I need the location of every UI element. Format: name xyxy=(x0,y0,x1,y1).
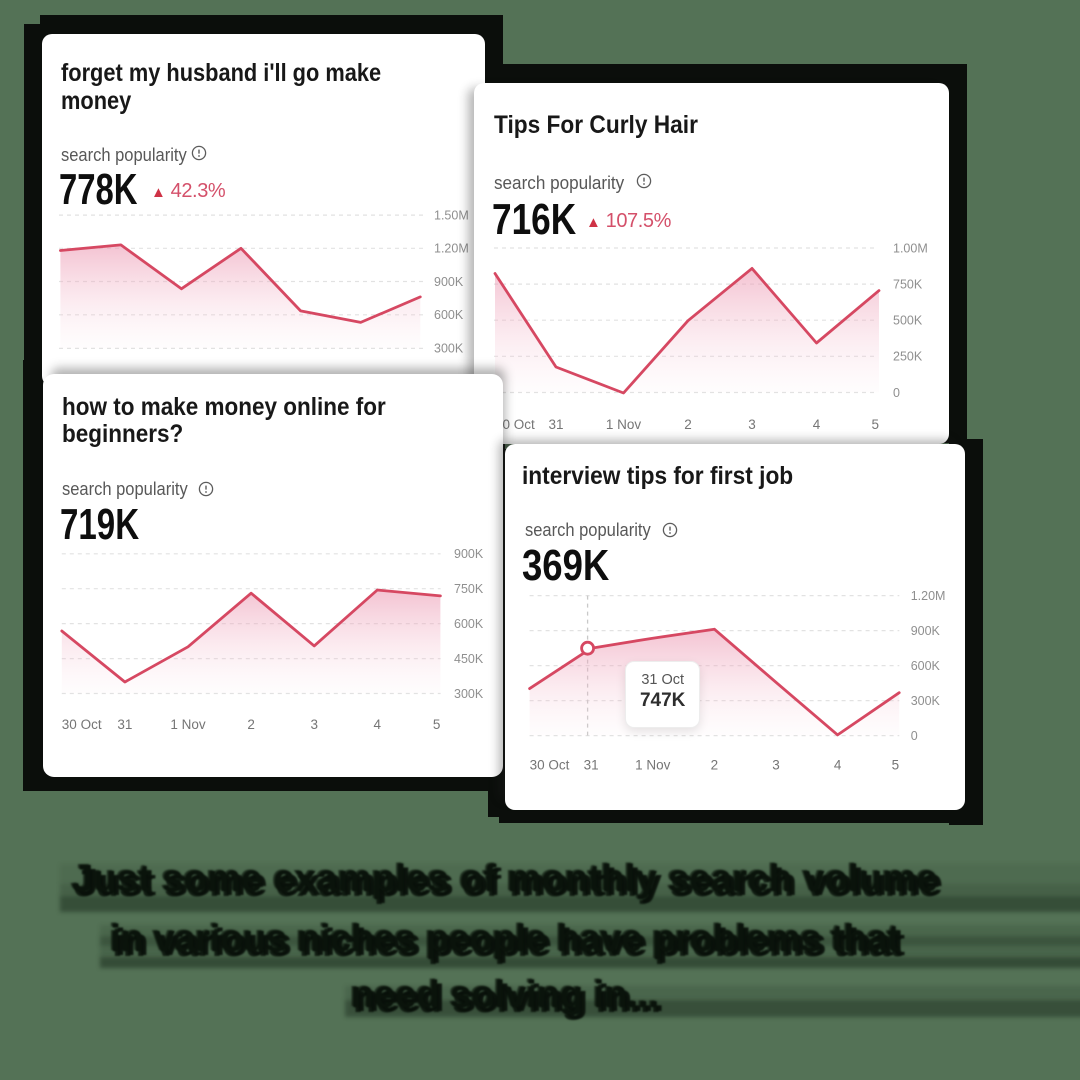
svg-text:250K: 250K xyxy=(893,350,923,364)
svg-text:0: 0 xyxy=(910,729,917,743)
svg-text:300K: 300K xyxy=(434,341,464,355)
svg-text:1.00M: 1.00M xyxy=(893,241,928,255)
svg-text:31: 31 xyxy=(583,758,598,773)
svg-text:1.50M: 1.50M xyxy=(434,208,469,222)
svg-text:1 Nov: 1 Nov xyxy=(635,758,671,773)
svg-text:3: 3 xyxy=(772,758,780,773)
svg-text:0: 0 xyxy=(893,386,900,400)
svg-text:3: 3 xyxy=(748,417,756,432)
svg-text:900K: 900K xyxy=(434,274,464,288)
svg-text:31: 31 xyxy=(548,417,563,432)
svg-text:3: 3 xyxy=(310,717,318,732)
svg-text:750K: 750K xyxy=(454,582,484,596)
svg-text:2: 2 xyxy=(710,758,718,773)
svg-text:300K: 300K xyxy=(454,687,484,701)
svg-text:4: 4 xyxy=(374,717,382,732)
svg-text:750K: 750K xyxy=(893,277,923,291)
svg-text:2: 2 xyxy=(247,717,255,732)
svg-text:4: 4 xyxy=(833,758,841,773)
svg-text:900K: 900K xyxy=(910,624,940,638)
svg-text:900K: 900K xyxy=(454,547,484,561)
svg-text:1 Nov: 1 Nov xyxy=(606,417,642,432)
svg-text:31: 31 xyxy=(117,717,132,732)
svg-text:600K: 600K xyxy=(434,308,464,322)
svg-text:30 Oct: 30 Oct xyxy=(62,717,102,732)
svg-text:1.20M: 1.20M xyxy=(434,241,469,255)
svg-text:1.20M: 1.20M xyxy=(910,589,945,603)
svg-text:300K: 300K xyxy=(910,694,940,708)
svg-text:30 Oct: 30 Oct xyxy=(529,758,569,773)
svg-text:600K: 600K xyxy=(910,659,940,673)
svg-text:600K: 600K xyxy=(454,617,484,631)
svg-text:5: 5 xyxy=(871,417,879,432)
svg-text:5: 5 xyxy=(433,717,441,732)
svg-text:30 Oct: 30 Oct xyxy=(495,417,535,432)
svg-text:2: 2 xyxy=(684,417,692,432)
svg-text:450K: 450K xyxy=(454,652,484,666)
svg-text:4: 4 xyxy=(813,417,821,432)
svg-text:1 Nov: 1 Nov xyxy=(170,717,206,732)
svg-text:5: 5 xyxy=(891,758,899,773)
svg-text:500K: 500K xyxy=(893,314,923,328)
